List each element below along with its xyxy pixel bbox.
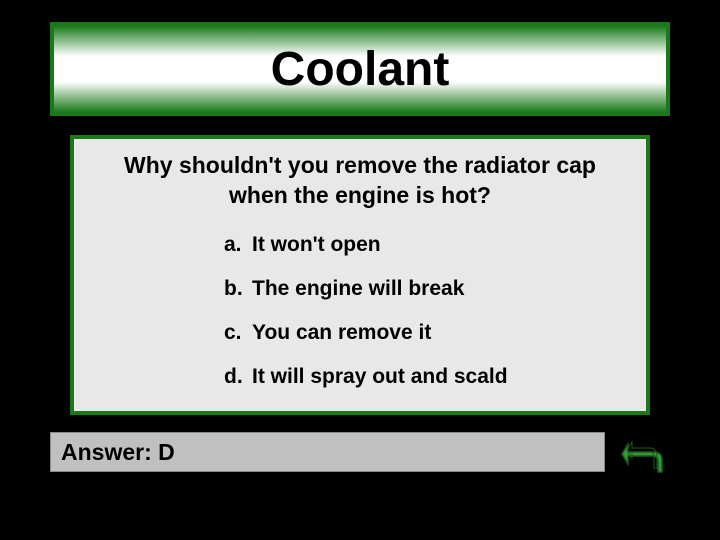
option-a: a. It won't open [224,233,626,257]
option-text: It will spray out and scald [252,365,508,389]
option-letter: c. [224,321,252,345]
option-d: d. It will spray out and scald [224,365,626,389]
option-c: c. You can remove it [224,321,626,345]
option-b: b. The engine will break [224,277,626,301]
answer-text: Answer: D [61,439,175,466]
option-text: It won't open [252,233,381,257]
option-letter: a. [224,233,252,257]
option-text: You can remove it [252,321,431,345]
return-icon[interactable] [618,432,666,480]
question-text: Why shouldn't you remove the radiator ca… [94,151,626,211]
answer-box: Answer: D [50,432,605,472]
option-text: The engine will break [252,277,464,301]
title-box: Coolant [50,22,670,116]
title-text: Coolant [271,42,450,97]
option-letter: d. [224,365,252,389]
question-box: Why shouldn't you remove the radiator ca… [70,135,650,415]
options-list: a. It won't open b. The engine will brea… [94,233,626,389]
option-letter: b. [224,277,252,301]
